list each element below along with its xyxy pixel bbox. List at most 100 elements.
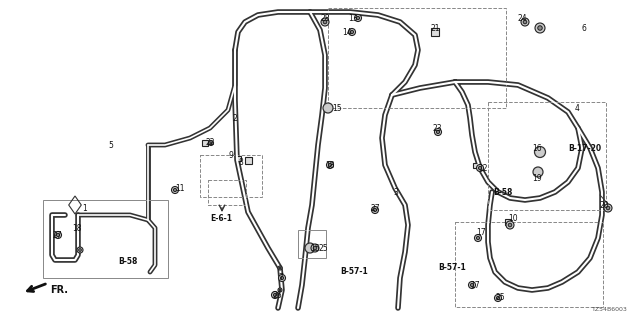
Circle shape	[313, 246, 317, 250]
Circle shape	[209, 140, 214, 146]
Circle shape	[172, 187, 179, 194]
Bar	[200, 155, 262, 197]
Bar	[431, 28, 439, 36]
Text: 16: 16	[532, 143, 541, 153]
Text: B-57-1: B-57-1	[340, 268, 368, 276]
Circle shape	[210, 142, 212, 144]
Text: B-17-20: B-17-20	[568, 143, 601, 153]
Text: 4: 4	[575, 103, 580, 113]
Circle shape	[436, 131, 440, 133]
Circle shape	[323, 20, 327, 24]
Circle shape	[604, 204, 612, 212]
Text: FR.: FR.	[50, 285, 68, 295]
Circle shape	[173, 188, 177, 192]
Text: 17: 17	[470, 281, 479, 290]
Circle shape	[477, 164, 483, 172]
Text: 27: 27	[370, 204, 380, 212]
Circle shape	[349, 28, 355, 36]
Circle shape	[506, 221, 514, 229]
Bar	[208, 180, 246, 205]
Text: 22: 22	[205, 138, 214, 147]
Text: 1: 1	[82, 204, 87, 212]
Circle shape	[495, 294, 502, 301]
Bar	[244, 156, 252, 164]
Circle shape	[497, 296, 500, 300]
Bar	[505, 219, 511, 225]
Circle shape	[508, 223, 512, 227]
Circle shape	[535, 23, 545, 33]
Circle shape	[533, 167, 543, 177]
Circle shape	[323, 103, 333, 113]
Text: 25: 25	[495, 293, 504, 302]
Circle shape	[271, 292, 278, 299]
Text: 21: 21	[430, 23, 440, 33]
Bar	[488, 102, 606, 210]
Text: 18: 18	[72, 223, 81, 233]
Circle shape	[351, 30, 353, 34]
Text: 27: 27	[52, 230, 61, 239]
Circle shape	[326, 162, 333, 169]
Circle shape	[435, 129, 442, 135]
Text: 3: 3	[393, 188, 398, 196]
Bar	[43, 200, 168, 278]
Text: 17: 17	[476, 228, 486, 236]
Text: 11: 11	[175, 183, 184, 193]
Bar	[298, 230, 326, 258]
Circle shape	[356, 16, 360, 20]
Circle shape	[278, 275, 285, 282]
Bar	[472, 163, 477, 167]
Text: 2: 2	[232, 114, 237, 123]
Text: 13: 13	[348, 13, 358, 22]
Circle shape	[538, 26, 542, 30]
Circle shape	[524, 20, 527, 24]
Text: 26: 26	[272, 291, 282, 300]
Circle shape	[54, 231, 61, 238]
Circle shape	[278, 288, 282, 292]
Bar	[328, 8, 506, 108]
Circle shape	[79, 249, 81, 251]
Text: 14: 14	[342, 28, 351, 36]
Circle shape	[373, 208, 376, 212]
Circle shape	[606, 206, 610, 210]
Circle shape	[470, 284, 474, 287]
Circle shape	[476, 236, 479, 240]
Circle shape	[355, 14, 362, 21]
Text: 12: 12	[478, 164, 488, 172]
Bar	[202, 140, 208, 146]
Text: B-58: B-58	[493, 188, 513, 196]
Circle shape	[273, 293, 276, 297]
Text: 28: 28	[320, 13, 330, 22]
Text: 25: 25	[318, 244, 328, 252]
Text: 5: 5	[108, 140, 113, 149]
Text: 24: 24	[518, 13, 527, 22]
Circle shape	[371, 206, 378, 213]
Text: 10: 10	[508, 213, 518, 222]
Circle shape	[479, 166, 481, 170]
Text: 20: 20	[600, 201, 610, 210]
Circle shape	[280, 276, 284, 280]
Text: 15: 15	[310, 244, 319, 252]
Text: 6: 6	[582, 23, 587, 33]
Bar	[455, 222, 603, 307]
Bar	[236, 156, 241, 161]
Circle shape	[321, 18, 329, 26]
Circle shape	[278, 266, 282, 270]
Circle shape	[521, 18, 529, 26]
Circle shape	[279, 267, 281, 269]
Text: 8: 8	[238, 157, 243, 166]
Text: 7: 7	[278, 274, 283, 283]
Circle shape	[305, 243, 315, 253]
Text: 23: 23	[432, 124, 442, 132]
Circle shape	[311, 244, 319, 252]
Text: TZ54B6003: TZ54B6003	[592, 307, 628, 312]
Circle shape	[468, 282, 476, 289]
Circle shape	[279, 289, 281, 291]
Text: 18: 18	[325, 161, 335, 170]
Circle shape	[534, 147, 545, 157]
Text: E-6-1: E-6-1	[210, 213, 232, 222]
Circle shape	[77, 247, 83, 253]
Text: 9: 9	[228, 150, 233, 159]
Text: 19: 19	[532, 173, 541, 182]
Circle shape	[328, 164, 332, 167]
Text: 15: 15	[332, 103, 342, 113]
